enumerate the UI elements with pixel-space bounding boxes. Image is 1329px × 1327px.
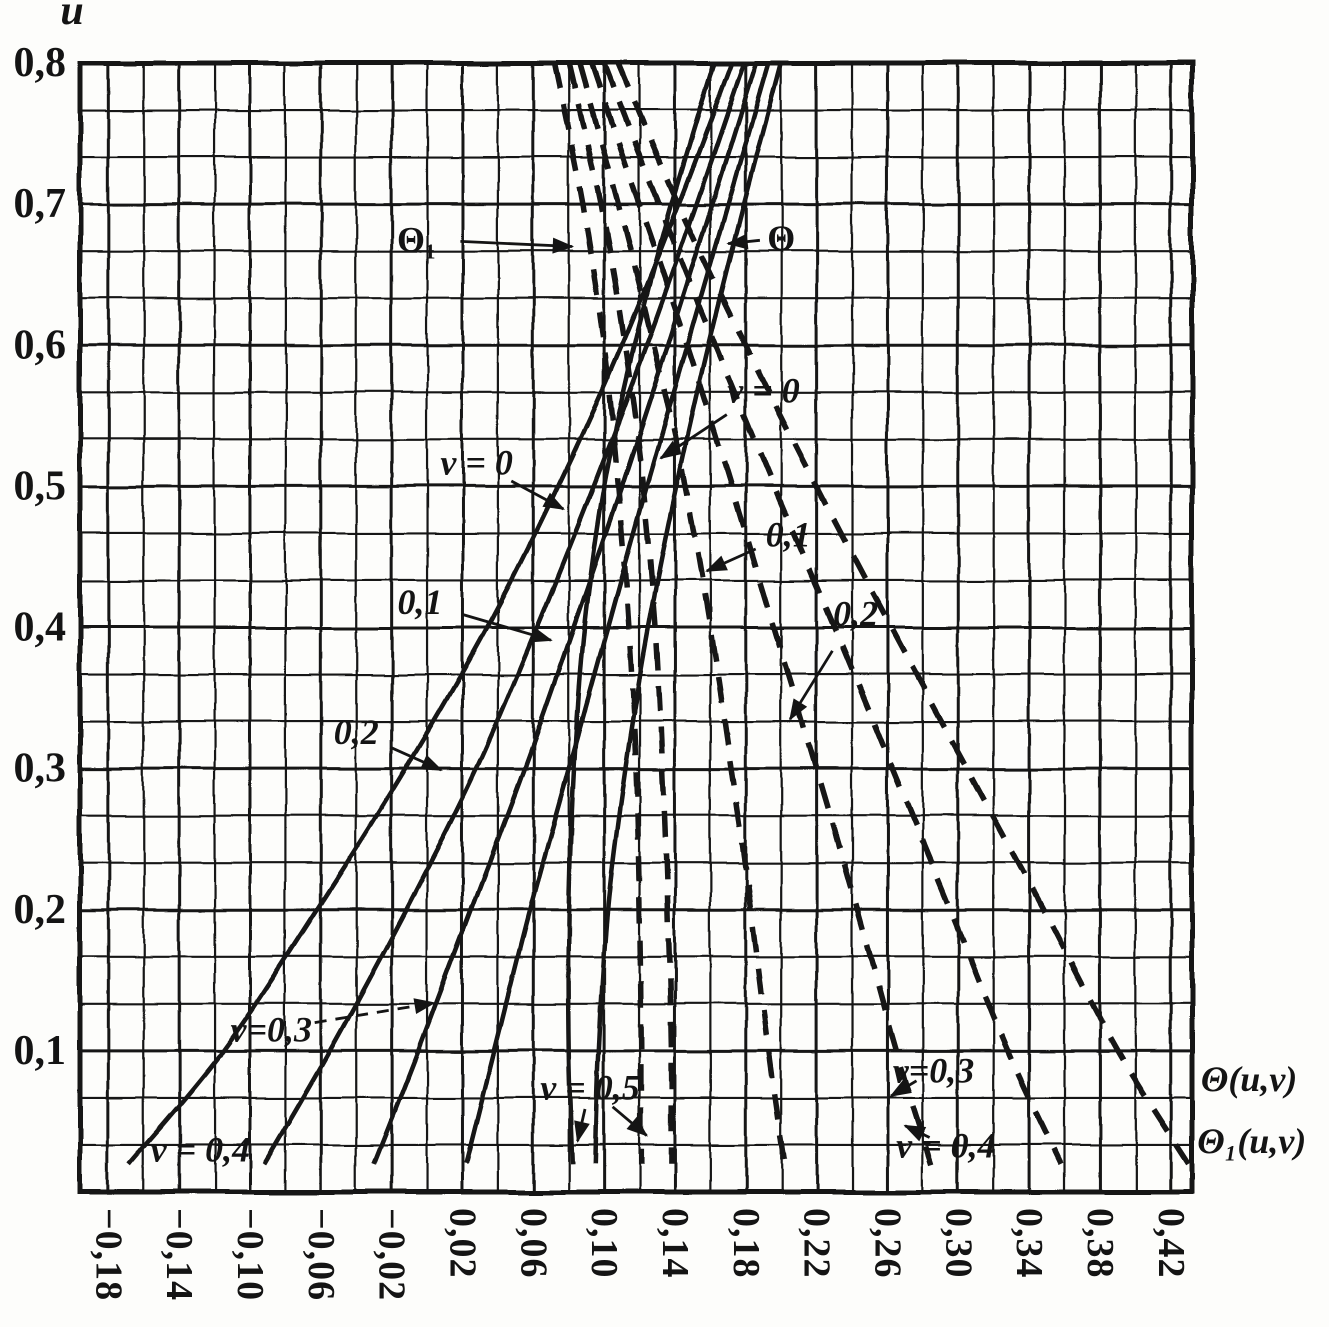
y-tick-label: 0,5 bbox=[14, 463, 67, 509]
y-tick-label: 0,3 bbox=[14, 746, 67, 792]
annotation-label: v = 0,4 bbox=[151, 1130, 251, 1170]
annotation-arrow bbox=[389, 745, 443, 772]
y-tick-label: 0,1 bbox=[14, 1028, 67, 1074]
annotation-arrow bbox=[510, 479, 565, 511]
y-tick-label: 0,2 bbox=[14, 887, 67, 933]
annotation-label: v = 0,5 bbox=[540, 1068, 640, 1108]
annotation-label: 0,1 bbox=[766, 514, 811, 554]
annotation-label: 0,2 bbox=[833, 593, 878, 633]
curve-Θ-v0.5 bbox=[565, 62, 717, 1164]
x-tick-label: 0,26 bbox=[866, 1208, 908, 1279]
annotation-label: Θ₁ bbox=[397, 219, 436, 259]
curve-Θ-v0.1 bbox=[463, 62, 771, 1165]
y-tick-label: 0,8 bbox=[14, 40, 67, 86]
y-tick-label: 0,7 bbox=[14, 181, 67, 227]
annotation-label: 0,2 bbox=[334, 712, 379, 752]
annotation-label: v = 0,4 bbox=[896, 1125, 996, 1165]
annotation-arrow bbox=[460, 237, 575, 254]
x-tick-label: 0,30 bbox=[937, 1208, 979, 1279]
curve-families bbox=[127, 61, 1191, 1166]
annotation-arrow bbox=[659, 413, 728, 460]
annotation-label: v=0,3 bbox=[893, 1051, 975, 1091]
annotation-label: Θ₁(u,v) bbox=[1197, 1121, 1306, 1161]
curve-Θ₁-v0.1 bbox=[576, 62, 788, 1165]
y-tick-label: 0,6 bbox=[14, 322, 67, 368]
axis-labels: 0,8 0,7 0,6 0,5 0,4 0,3 0,2 0,1 u −0,18 −0,14 −0,10… bbox=[14, 0, 1192, 1301]
annotation-label: 0,1 bbox=[397, 582, 442, 622]
curve-Θ₁-v0.5 bbox=[551, 62, 645, 1164]
x-tick-label: 0,38 bbox=[1079, 1208, 1121, 1279]
annotation-arrow bbox=[705, 547, 757, 573]
annotation-label: Θ(u,v) bbox=[1201, 1059, 1297, 1099]
annotation-label: v = 0 bbox=[727, 370, 800, 410]
curve-Θ₁-v0 bbox=[566, 62, 675, 1164]
curve-Θ₁-v0.2 bbox=[589, 62, 935, 1165]
annotation-arrow bbox=[889, 1079, 918, 1098]
y-axis-title: u bbox=[60, 0, 83, 34]
annotation-label: v = 0 bbox=[440, 442, 513, 482]
curve-Θ-v0.2 bbox=[371, 62, 759, 1165]
annotation-label: v=0,3 bbox=[230, 1010, 312, 1050]
annotation-arrow bbox=[903, 1124, 931, 1142]
x-tick-label: 0,42 bbox=[1150, 1208, 1192, 1279]
x-tick-label: 0,22 bbox=[796, 1208, 838, 1279]
x-tick-label: −0,14 bbox=[158, 1208, 200, 1301]
x-tick-label: −0,06 bbox=[300, 1208, 342, 1301]
annotation-arrow bbox=[461, 613, 553, 643]
x-tick-label: 0,34 bbox=[1008, 1208, 1050, 1279]
x-tick-label: 0,02 bbox=[442, 1208, 484, 1279]
annotation-arrow bbox=[574, 1108, 590, 1143]
x-tick-label: −0,18 bbox=[87, 1208, 129, 1301]
annotation-arrow bbox=[788, 650, 834, 721]
annotation-arrow bbox=[726, 233, 761, 250]
x-tick-label: −0,10 bbox=[229, 1208, 271, 1301]
annotation-label: Θ bbox=[767, 218, 795, 258]
y-tick-label: 0,4 bbox=[14, 605, 67, 651]
annotation-arrow bbox=[611, 1105, 648, 1137]
x-tick-label: 0,14 bbox=[654, 1208, 696, 1279]
x-tick-label: 0,10 bbox=[583, 1208, 625, 1279]
x-tick-label: 0,18 bbox=[725, 1208, 767, 1279]
curve-annotations: Θ₁ Θv = 0 0,1 0,2 v=0,3 v = 0,4 v = 0,5 v = 0 0,… bbox=[151, 218, 1307, 1170]
curve-Θ₁-v0.3 bbox=[601, 61, 1064, 1165]
x-tick-label: 0,06 bbox=[512, 1208, 554, 1279]
x-tick-label: −0,02 bbox=[371, 1208, 413, 1301]
